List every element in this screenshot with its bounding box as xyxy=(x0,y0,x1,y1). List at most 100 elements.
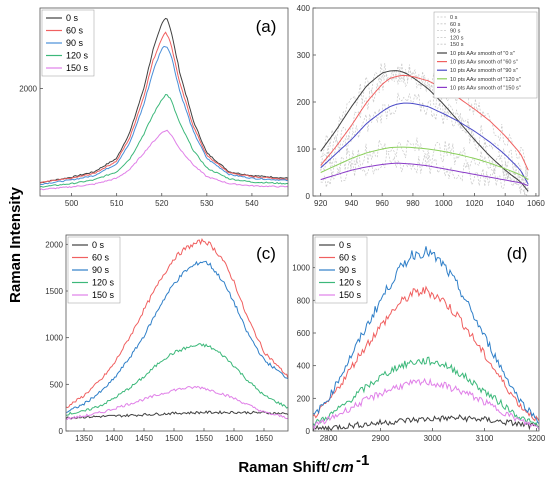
raw-trace-0 xyxy=(320,62,529,197)
x-tick-label: 500 xyxy=(65,199,79,208)
legend-label: 10 pts AAv smooth of "150 s" xyxy=(450,85,521,91)
x-tick-label: 540 xyxy=(245,199,259,208)
y-tick-label: 600 xyxy=(297,329,311,338)
x-tick-label: 1400 xyxy=(105,434,123,443)
x-tick-label: 530 xyxy=(200,199,214,208)
series-line-0 xyxy=(320,70,529,192)
legend-label: 90 s xyxy=(450,29,461,35)
x-tick-label: 1040 xyxy=(496,199,514,208)
x-tick-label: 1500 xyxy=(165,434,183,443)
series-line-0 xyxy=(312,414,537,432)
legend-label: 120 s xyxy=(92,278,115,288)
x-tick-label: 3000 xyxy=(424,434,442,443)
legend-label: 10 pts AAv smooth of "0 s" xyxy=(450,51,515,57)
x-tick-label: 1450 xyxy=(135,434,153,443)
y-tick-label: 1000 xyxy=(45,334,63,343)
figure-x-label-exponent: -1 xyxy=(356,452,369,469)
x-tick-label: 2800 xyxy=(320,434,338,443)
x-tick-label: 980 xyxy=(406,199,420,208)
plot-frame xyxy=(39,7,289,197)
panel-label: (d) xyxy=(507,244,528,263)
x-tick-label: 1020 xyxy=(466,199,484,208)
x-tick-label: 920 xyxy=(314,199,328,208)
y-tick-label: 400 xyxy=(297,362,311,371)
legend-label: 60 s xyxy=(92,253,110,263)
x-tick-label: 960 xyxy=(376,199,390,208)
raw-trace-1 xyxy=(320,66,529,178)
raw-trace-2 xyxy=(320,92,529,190)
y-tick-label: 100 xyxy=(297,145,311,154)
y-tick-label: 0 xyxy=(306,192,311,201)
legend-label: 10 pts AAv smooth of "120 s" xyxy=(450,77,521,83)
x-tick-label: 510 xyxy=(110,199,124,208)
x-tick-label: 1350 xyxy=(75,434,93,443)
series-line-2 xyxy=(39,45,289,186)
plot-frame xyxy=(65,234,289,432)
series-line-4 xyxy=(320,162,529,187)
x-tick-label: 1550 xyxy=(195,434,213,443)
legend-label: 0 s xyxy=(92,240,105,250)
panel-c: 1350 1400 1450 1500 1550 1600 1650 0 500 1000 1500… xyxy=(45,234,289,443)
x-tick-label: 3200 xyxy=(528,434,546,443)
series-line-4 xyxy=(39,129,289,191)
series-line-1 xyxy=(312,285,540,422)
y-tick-label: 0 xyxy=(59,427,64,436)
y-tick-label: 200 xyxy=(297,394,311,403)
x-tick-label: 1000 xyxy=(435,199,453,208)
legend-label: 150 s xyxy=(66,63,89,73)
legend-label: 150 s xyxy=(339,290,362,300)
series-line-2 xyxy=(320,102,529,185)
series-line-4 xyxy=(312,377,540,431)
legend-label: 120 s xyxy=(450,35,464,41)
series-line-1 xyxy=(65,237,289,409)
raw-trace-4 xyxy=(320,152,529,195)
legend-label: 90 s xyxy=(339,265,357,275)
panel-a: 500 510 520 530 540 2000 (a) 0 s 60 s 90 s 120 s 15… xyxy=(19,7,289,208)
y-tick-label: 0 xyxy=(306,427,311,436)
x-tick-label: 1060 xyxy=(527,199,545,208)
legend-label: 60 s xyxy=(339,253,357,263)
legend-label: 150 s xyxy=(92,290,115,300)
panel-d: 2800 2900 3000 3100 3200 0 200 400 600 800 1000 (d)… xyxy=(292,234,546,443)
figure-y-label: Raman Intensity xyxy=(7,186,24,303)
y-tick-label: 2000 xyxy=(45,240,63,249)
series-line-3 xyxy=(39,93,288,188)
series-line-3 xyxy=(312,356,540,428)
x-tick-label: 520 xyxy=(155,199,169,208)
x-tick-label: 940 xyxy=(345,199,359,208)
legend-label: 90 s xyxy=(92,265,110,275)
legend-label: 0 s xyxy=(450,15,458,21)
legend-box xyxy=(433,11,538,99)
y-tick-label: 200 xyxy=(297,98,311,107)
legend-label: 120 s xyxy=(66,51,89,61)
legend-label: 60 s xyxy=(66,26,84,36)
y-tick-label: 500 xyxy=(50,380,64,389)
series-line-4 xyxy=(65,385,289,421)
series-line-3 xyxy=(320,146,529,181)
y-tick-label: 2000 xyxy=(19,85,37,94)
series-line-0 xyxy=(65,410,289,420)
legend-label: 10 pts AAv smooth of "90 s" xyxy=(450,68,518,74)
legend-label: 60 s xyxy=(450,22,461,28)
legend-label: 0 s xyxy=(66,13,79,23)
series-line-1 xyxy=(39,31,289,184)
figure-x-label: Raman Shift/ xyxy=(238,459,331,476)
panel-label: (c) xyxy=(256,244,276,263)
legend-label: 120 s xyxy=(339,278,362,288)
panel-b: 920 940 960 980 1000 1020 1040 1060 0 100 200 300 40… xyxy=(297,4,546,208)
y-tick-label: 300 xyxy=(297,51,311,60)
x-tick-label: 3100 xyxy=(476,434,494,443)
y-tick-label: 1500 xyxy=(45,287,63,296)
raw-trace-3 xyxy=(320,137,529,186)
series-line-2 xyxy=(312,246,540,424)
legend-label: 150 s xyxy=(450,42,464,48)
x-tick-label: 1650 xyxy=(255,434,273,443)
series-line-2 xyxy=(65,260,289,413)
figure-x-label-unit: cm xyxy=(332,459,354,476)
legend-label: 10 pts AAv smooth of "60 s" xyxy=(450,60,518,66)
legend-label: 90 s xyxy=(66,38,84,48)
y-tick-label: 400 xyxy=(297,4,311,13)
x-tick-label: 1600 xyxy=(225,434,243,443)
panel-label: (a) xyxy=(256,17,277,36)
y-tick-label: 1000 xyxy=(292,264,310,273)
